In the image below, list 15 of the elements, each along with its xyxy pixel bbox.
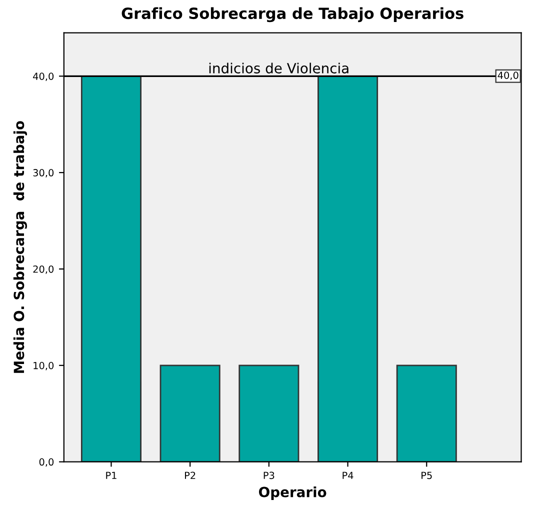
x-tick-label: P5: [422, 472, 432, 480]
x-tick-label: P2: [185, 472, 196, 479]
x-tick-label: P1: [106, 472, 116, 479]
chart-title: Grafico Sobrecarga de Tabajo Operarios: [122, 7, 464, 22]
ref-line-label: indicios de Violencia: [209, 62, 348, 74]
x-tick-label: P3: [264, 472, 274, 480]
y-tick-label: 0,0: [39, 458, 54, 467]
annotation: 40,0: [498, 72, 518, 80]
x-tick-label: P4: [342, 472, 354, 479]
y-tick-label: 20,0: [33, 265, 54, 274]
y-tick-label: 30,0: [33, 169, 54, 178]
x-axis-title: Operario: [259, 486, 326, 500]
y-tick-label: 40,0: [33, 72, 54, 81]
y-tick-label: 10,0: [34, 362, 54, 370]
y-axis-title: Media O. Sobrecarga de trabajo: [13, 121, 27, 373]
